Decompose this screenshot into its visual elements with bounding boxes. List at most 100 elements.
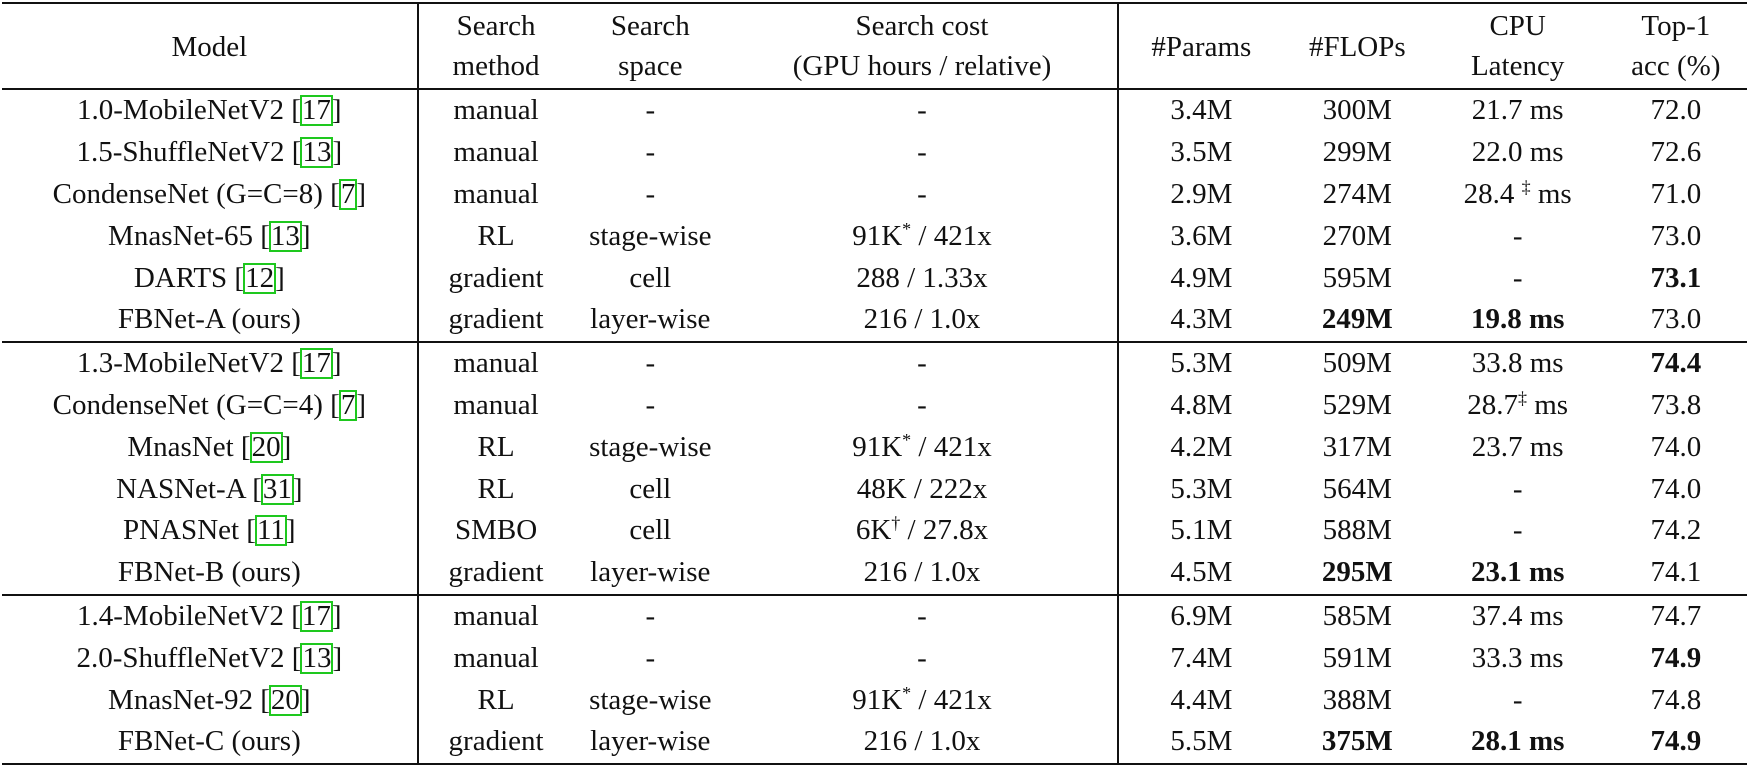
cell-top1-acc: 74.0 — [1650, 472, 1702, 505]
table-row: 1.5-ShuffleNetV2 [13] manual - - 3.5M 299M 22.… — [2, 131, 1747, 174]
latency-value: 23.1 ms — [1470, 556, 1565, 589]
cell-top1-acc: 74.9 — [1650, 725, 1702, 758]
footnote-mark: ‡ — [1521, 176, 1531, 197]
header-row: Model Search Search Search cost #Params … — [2, 3, 1747, 89]
table-row: FBNet-A (ours) gradient layer-wise 216 / 1.… — [2, 298, 1747, 342]
latency-unit: ms — [1530, 177, 1572, 210]
cell-top1-acc: 74.1 — [1650, 556, 1702, 589]
cell-search-space: layer-wise — [590, 725, 711, 758]
cell-top1-acc: 74.7 — [1650, 599, 1702, 632]
table-body: 1.0-MobileNetV2 [17] manual - -3.4M 300M 21.7… — [2, 89, 1747, 764]
cell-params: 4.8M — [1170, 388, 1233, 421]
cell-top1-acc: 72.0 — [1650, 94, 1702, 127]
cell-model: MnasNet [20] — [2, 426, 419, 469]
latency-value: 28.4 — [1463, 177, 1522, 210]
cell-search-space: cell — [629, 472, 672, 505]
cell-search-method: gradient — [448, 725, 544, 758]
cell-search-cost: 216 / 1.0x — [727, 298, 1119, 342]
cell-search-method: manual — [453, 94, 539, 127]
citation-link[interactable]: 7 — [338, 177, 358, 210]
cell-search-space: - — [645, 94, 656, 127]
citation-bracket: ] — [285, 514, 296, 547]
citation-link[interactable]: 13 — [300, 641, 334, 674]
cell-search-cost: - — [727, 131, 1119, 174]
search-cost-value: 6K — [855, 514, 892, 547]
cell-search-space: - — [645, 347, 656, 380]
table-row: CondenseNet (G=C=4) [7] manual - - 4.8M 529M 2… — [2, 384, 1747, 427]
cell-flops: 591M — [1322, 641, 1392, 674]
header-params: #Params — [1151, 31, 1252, 63]
citation-link[interactable]: 13 — [300, 136, 334, 169]
cell-cpu-latency: - — [1431, 679, 1605, 721]
cell-model: 1.4-MobileNetV2 [17] — [2, 594, 419, 638]
cell-params: 4.4M — [1170, 683, 1233, 716]
cell-cpu-latency: - — [1431, 510, 1605, 552]
cell-cpu-latency: 19.8 ms — [1431, 299, 1605, 342]
cell-params: 3.4M — [1170, 94, 1233, 127]
citation-link[interactable]: 20 — [249, 430, 283, 463]
cell-search-method: manual — [453, 599, 539, 632]
cell-top1-acc: 72.6 — [1650, 136, 1702, 169]
model-name: 2.0-ShuffleNetV2 [ — [76, 641, 302, 674]
cell-search-method: RL — [477, 683, 515, 716]
cell-cpu-latency: - — [1431, 257, 1605, 299]
search-cost-relative: / 421x — [911, 430, 992, 463]
footnote-mark: * — [902, 682, 912, 703]
cell-cpu-latency: - — [1431, 215, 1605, 257]
cell-model: MnasNet-65 [13] — [2, 215, 419, 258]
citation-bracket: ] — [300, 683, 311, 716]
cell-params: 7.4M — [1170, 641, 1233, 674]
model-name: CondenseNet (G=C=8) [ — [52, 177, 340, 210]
latency-value: - — [1512, 514, 1523, 547]
latency-value: 22.0 ms — [1471, 136, 1564, 169]
search-cost-value: - — [917, 177, 927, 210]
cell-cpu-latency: 33.3 ms — [1431, 637, 1605, 679]
cell-model: MnasNet-92 [20] — [2, 679, 419, 721]
cell-search-space: stage-wise — [589, 219, 712, 252]
citation-link[interactable]: 11 — [254, 514, 287, 547]
citation-link[interactable]: 7 — [338, 388, 358, 421]
search-cost-value: 91K — [852, 219, 903, 252]
citation-bracket: ] — [331, 94, 342, 127]
citation-bracket: ] — [356, 388, 366, 421]
citation-link[interactable]: 13 — [268, 219, 302, 252]
table-row: 1.4-MobileNetV2 [17] manual - - 6.9M 585M 37.4… — [2, 594, 1747, 638]
cell-search-method: gradient — [448, 303, 544, 336]
cell-search-method: gradient — [448, 556, 544, 589]
search-cost-relative: / 27.8x — [900, 514, 989, 547]
citation-bracket: ] — [331, 599, 342, 632]
cell-search-space: layer-wise — [590, 303, 711, 336]
citation-link[interactable]: 17 — [299, 94, 333, 127]
citation-bracket: ] — [292, 472, 303, 505]
table-row: DARTS [12] gradient cell 288 / 1.33x 4.9M 595… — [2, 257, 1747, 299]
citation-link[interactable]: 17 — [299, 347, 333, 380]
cell-search-method: manual — [453, 177, 539, 210]
cell-flops: 299M — [1322, 136, 1392, 169]
footnote-mark: ‡ — [1517, 387, 1527, 408]
model-name: NASNet-A [ — [116, 472, 262, 505]
search-cost-value: 91K — [852, 683, 903, 716]
latency-value: 33.8 ms — [1471, 347, 1564, 380]
model-name: FBNet-B (ours) — [117, 556, 301, 589]
cell-cpu-latency: 22.0 ms — [1431, 132, 1605, 174]
table-row: FBNet-C (ours) gradient layer-wise 216 / 1.… — [2, 720, 1747, 764]
search-cost-relative: / 421x — [911, 683, 992, 716]
table-row: 1.0-MobileNetV2 [17] manual - - 3.4M 300M 21.7… — [2, 89, 1747, 132]
cell-params: 4.9M — [1170, 261, 1233, 294]
model-name: DARTS [ — [133, 261, 245, 294]
header-cpu-latency-2: Latency — [1470, 50, 1565, 82]
citation-link[interactable]: 17 — [299, 599, 333, 632]
citation-link[interactable]: 12 — [243, 261, 277, 294]
model-name: 1.3-MobileNetV2 [ — [77, 347, 301, 380]
cell-flops: 585M — [1322, 599, 1392, 632]
model-name: FBNet-A (ours) — [117, 303, 301, 336]
cell-search-method: manual — [453, 641, 539, 674]
latency-value: 19.8 ms — [1470, 303, 1565, 336]
cell-params: 2.9M — [1170, 177, 1233, 210]
citation-link[interactable]: 20 — [268, 683, 302, 716]
citation-link[interactable]: 31 — [260, 472, 294, 505]
model-name: MnasNet-92 [ — [108, 683, 270, 716]
cell-cpu-latency: 23.7 ms — [1431, 426, 1605, 468]
table-row: FBNet-B (ours) gradient layer-wise 216 / 1.… — [2, 551, 1747, 595]
citation-bracket: ] — [300, 219, 311, 252]
